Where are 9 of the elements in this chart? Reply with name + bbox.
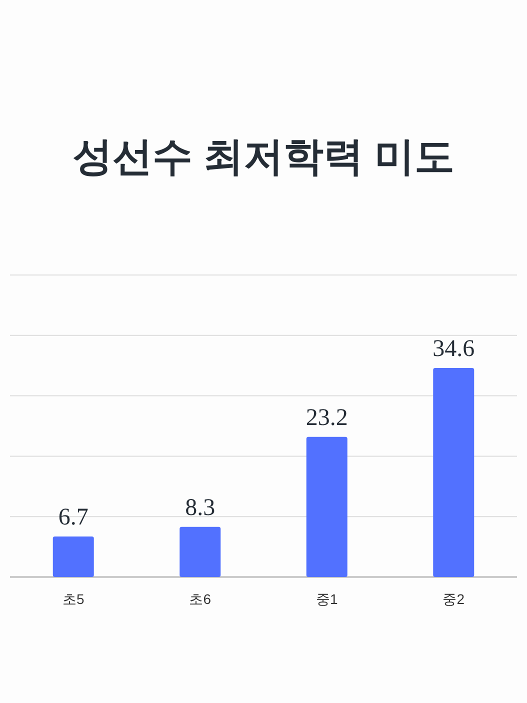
x-tick-label: 초5	[62, 591, 84, 607]
x-tick-label: 초6	[189, 591, 212, 607]
title: 성선수 최저학력 미도	[72, 135, 455, 179]
data-label: 6.7	[58, 504, 88, 531]
data-label: 23.2	[306, 404, 348, 431]
x-tick-label: 중2	[442, 591, 465, 607]
x-tick-label: 중1	[316, 591, 338, 607]
data-label: 34.6	[432, 336, 475, 362]
data-label: 8.3	[185, 494, 216, 521]
